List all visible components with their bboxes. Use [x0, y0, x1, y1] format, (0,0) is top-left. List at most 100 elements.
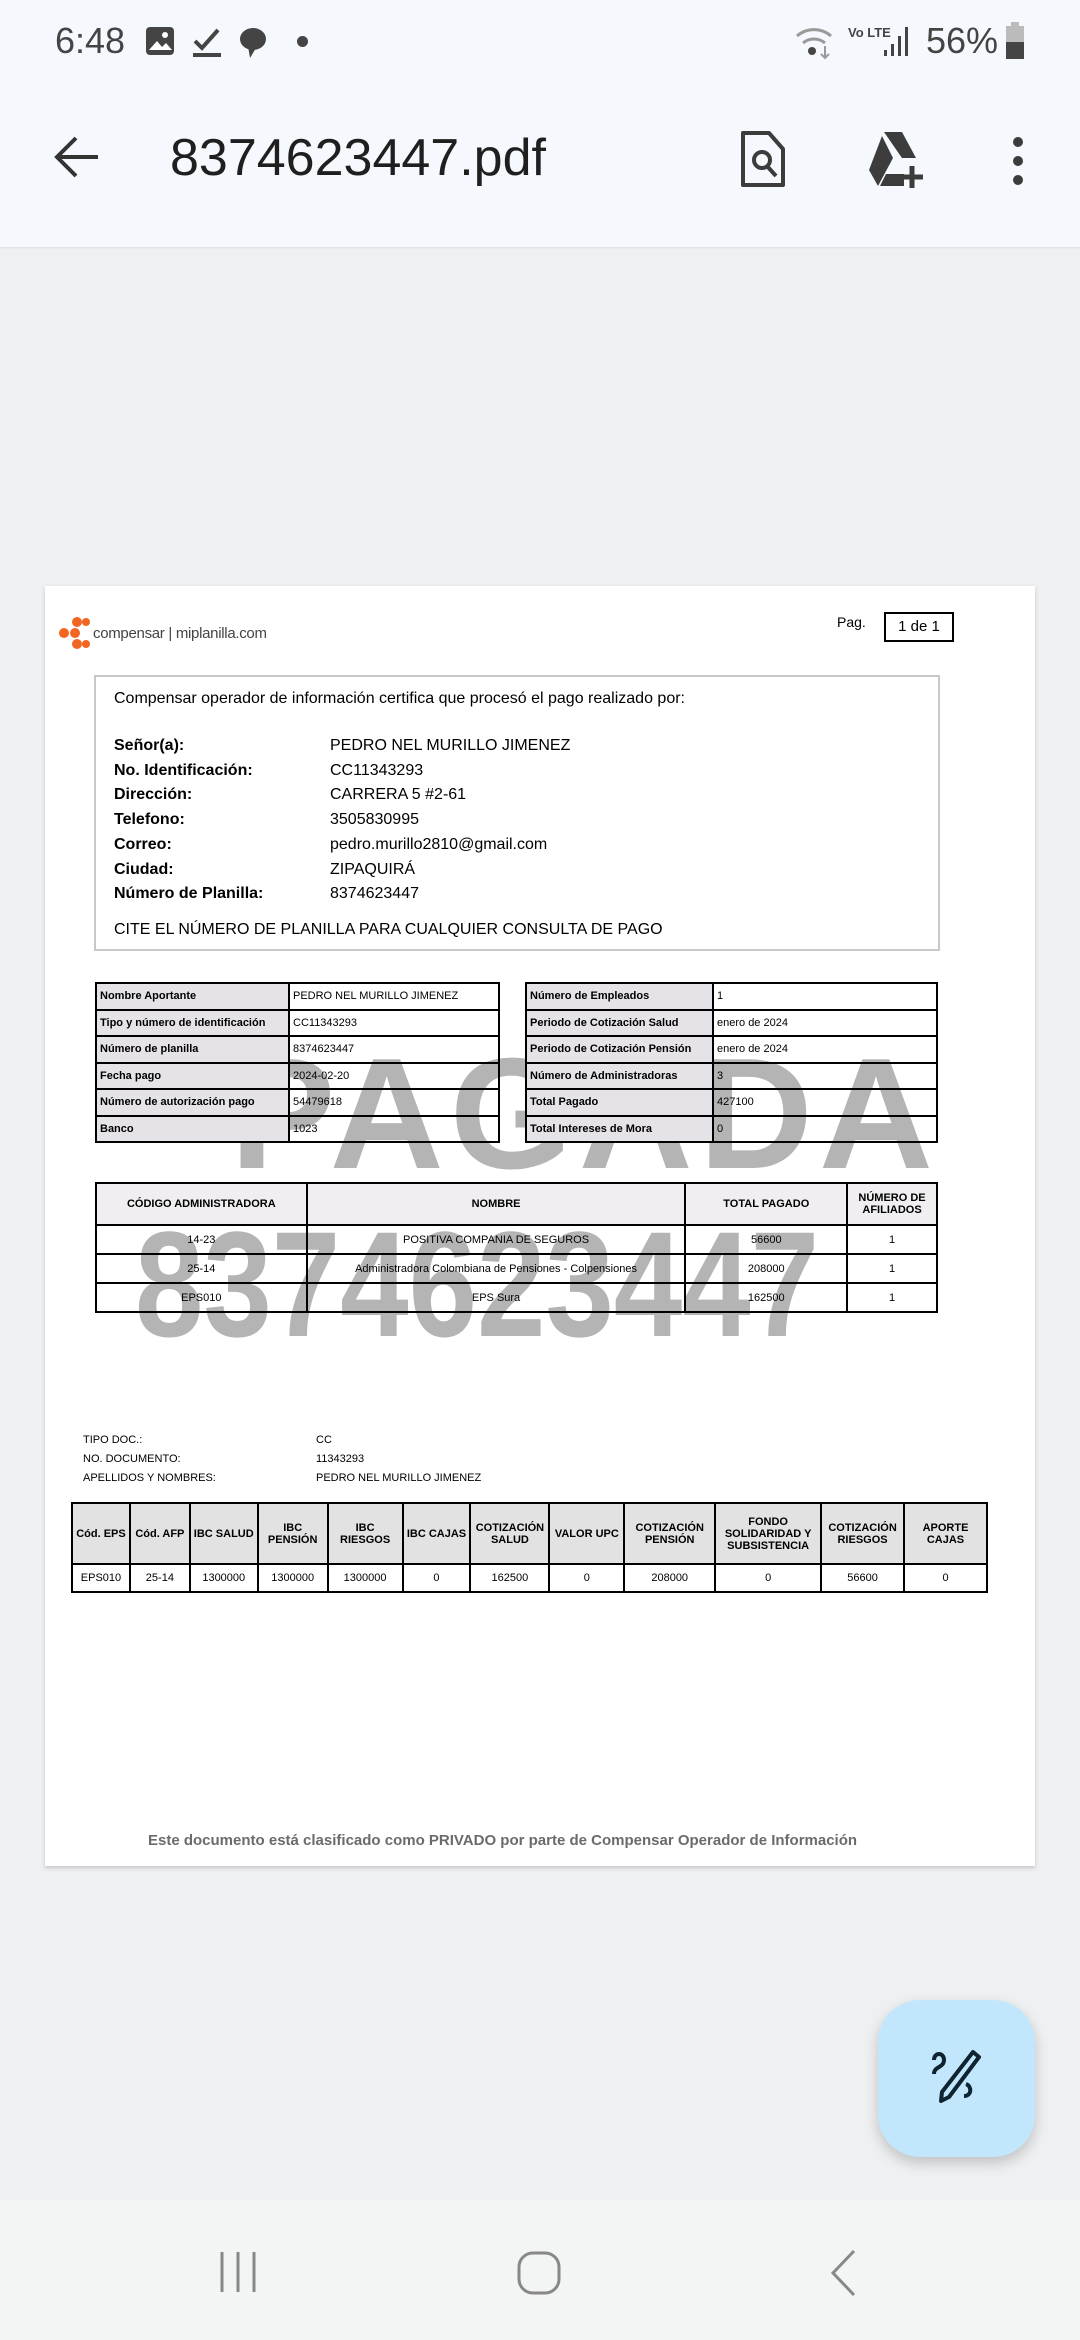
intro-text: Compensar operador de información certif… — [114, 690, 685, 707]
column-header: Cód. AFP — [128, 1502, 191, 1565]
back-arrow-icon[interactable] — [52, 132, 102, 182]
row-label: Banco — [95, 1114, 290, 1143]
table-cell: 0 — [714, 1563, 823, 1593]
column-header: NÚMERO DE AFILIADOS — [846, 1182, 938, 1226]
person-value: PEDRO NEL MURILLO JIMENEZ — [316, 1472, 482, 1484]
table-cell: 56600 — [684, 1224, 849, 1255]
table-row: Periodo de Cotización Pensión enero de 20… — [525, 1035, 938, 1064]
column-header: NOMBRE — [305, 1182, 687, 1226]
network-label: Vo LTE — [848, 25, 891, 40]
table-row: Total Pagado 427100 — [525, 1088, 938, 1117]
field-label: Correo: — [114, 835, 172, 853]
field-value: 8374623447 — [330, 885, 419, 903]
column-header: FONDO SOLIDARIDAD Y SUBSISTENCIA — [714, 1502, 823, 1565]
table-cell: 1300000 — [326, 1563, 404, 1593]
column-header: APORTE CAJAS — [903, 1502, 988, 1565]
privacy-footer: Este documento está clasificado como PRI… — [148, 1832, 858, 1849]
page-label: Pag. — [837, 614, 866, 630]
column-header: IBC SALUD — [188, 1502, 259, 1565]
status-time: 6:48 — [55, 20, 126, 61]
table-cell: 1300000 — [188, 1563, 259, 1593]
administrators-table: CÓDIGO ADMINISTRADORA NOMBRE TOTAL PAGADO N… — [95, 1182, 938, 1313]
table-cell: POSITIVA COMPANIA DE SEGUROS — [305, 1224, 687, 1255]
compensar-logo: compensar | miplanilla.com — [59, 616, 267, 650]
column-header: COTIZACIÓN SALUD — [469, 1502, 551, 1565]
file-title: 8374623447.pdf — [170, 129, 546, 187]
draw-icon — [932, 2050, 981, 2103]
table-cell: 0 — [548, 1563, 626, 1593]
row-label: Número de autorización pago — [95, 1088, 290, 1117]
table-cell: 1300000 — [256, 1563, 329, 1593]
battery-percent: 56% — [926, 20, 999, 61]
column-header: IBC CAJAS — [401, 1502, 472, 1565]
table-cell: 162500 — [469, 1563, 551, 1593]
table-cell: 1 — [846, 1224, 938, 1255]
person-value: 11343293 — [316, 1453, 365, 1465]
person-label: TIPO DOC.: — [83, 1434, 143, 1446]
table-row: 25-14 Administradora Colombiana de Pensio… — [95, 1253, 938, 1284]
add-to-drive-icon[interactable] — [868, 130, 932, 190]
row-label: Fecha pago — [95, 1061, 290, 1090]
image-icon — [146, 27, 174, 55]
table-row: Periodo de Cotización Salud enero de 2024 — [525, 1008, 938, 1037]
navigation-bar — [0, 2200, 1080, 2340]
field-label: Telefono: — [114, 811, 185, 829]
home-icon[interactable] — [516, 2250, 562, 2296]
table-row: EPS010 25-14 1300000 1300000 1300000 0 162500 0… — [71, 1563, 988, 1593]
table-cell: EPS010 — [95, 1282, 308, 1313]
annotate-fab[interactable] — [878, 2000, 1035, 2157]
column-header: COTIZACIÓN RIESGOS — [820, 1502, 906, 1565]
row-value: enero de 2024 — [712, 1035, 938, 1064]
table-cell: 0 — [903, 1563, 988, 1593]
row-label: Número de Administradoras — [525, 1061, 714, 1090]
field-label: No. Identificación: — [114, 761, 253, 779]
field-value: PEDRO NEL MURILLO JIMENEZ — [330, 737, 571, 754]
row-label: Total Pagado — [525, 1088, 714, 1117]
table-cell: Administradora Colombiana de Pensiones -… — [305, 1253, 687, 1284]
field-label: Número de Planilla: — [114, 885, 264, 903]
row-label: Número de planilla — [95, 1035, 290, 1064]
column-header: IBC RIESGOS — [326, 1502, 404, 1565]
row-label: Periodo de Cotización Pensión — [525, 1035, 714, 1064]
find-in-document-icon[interactable] — [740, 130, 786, 188]
row-value: 1 — [712, 982, 938, 1011]
column-header: Cód. EPS — [71, 1502, 131, 1565]
cite-notice: CITE EL NÚMERO DE PLANILLA PARA CUALQUIE… — [114, 921, 663, 938]
table-row: 14-23 POSITIVA COMPANIA DE SEGUROS 56600 1 — [95, 1224, 938, 1255]
app-bar: 8374623447.pdf — [0, 80, 1080, 247]
back-icon[interactable] — [828, 2248, 858, 2298]
table-cell: 1 — [846, 1253, 938, 1284]
row-label: Nombre Aportante — [95, 982, 290, 1011]
table-cell: 25-14 — [95, 1253, 308, 1284]
table-cell: 25-14 — [128, 1563, 191, 1593]
table-row: Número de planilla 8374623447 — [95, 1035, 500, 1064]
row-value: PEDRO NEL MURILLO JIMENEZ — [288, 982, 500, 1011]
field-value: CARRERA 5 #2-61 — [330, 786, 467, 804]
table-cell: 14-23 — [95, 1224, 308, 1255]
row-value: 3 — [712, 1061, 938, 1090]
column-header: TOTAL PAGADO — [684, 1182, 849, 1226]
row-value: CC11343293 — [288, 1008, 500, 1037]
table-row: Banco 1023 — [95, 1114, 500, 1143]
table-cell: 208000 — [684, 1253, 849, 1284]
person-label: NO. DOCUMENTO: — [83, 1453, 181, 1465]
dot-icon — [297, 36, 308, 47]
row-value: 1023 — [288, 1114, 500, 1143]
row-label: Tipo y número de identificación — [95, 1008, 290, 1037]
field-value: ZIPAQUIRÁ — [330, 860, 416, 878]
contributor-table: Nombre Aportante PEDRO NEL MURILLO JIMENE… — [95, 982, 500, 1143]
wifi-icon — [796, 28, 832, 60]
table-row: Total Intereses de Mora 0 — [525, 1114, 938, 1143]
download-done-icon — [193, 28, 221, 57]
table-row: Número de Administradoras 3 — [525, 1061, 938, 1090]
compensar-logo-icon — [59, 617, 90, 649]
row-value: 427100 — [712, 1088, 938, 1117]
recents-icon[interactable] — [216, 2250, 260, 2294]
row-value: 8374623447 — [288, 1035, 500, 1064]
table-cell: EPS010 — [71, 1563, 131, 1593]
row-value: 54479618 — [288, 1088, 500, 1117]
more-vert-icon[interactable] — [1008, 135, 1028, 187]
row-label: Total Intereses de Mora — [525, 1114, 714, 1143]
table-cell: 208000 — [623, 1563, 717, 1593]
status-bar: 6:48 Vo LTE 56% — [0, 0, 1080, 80]
